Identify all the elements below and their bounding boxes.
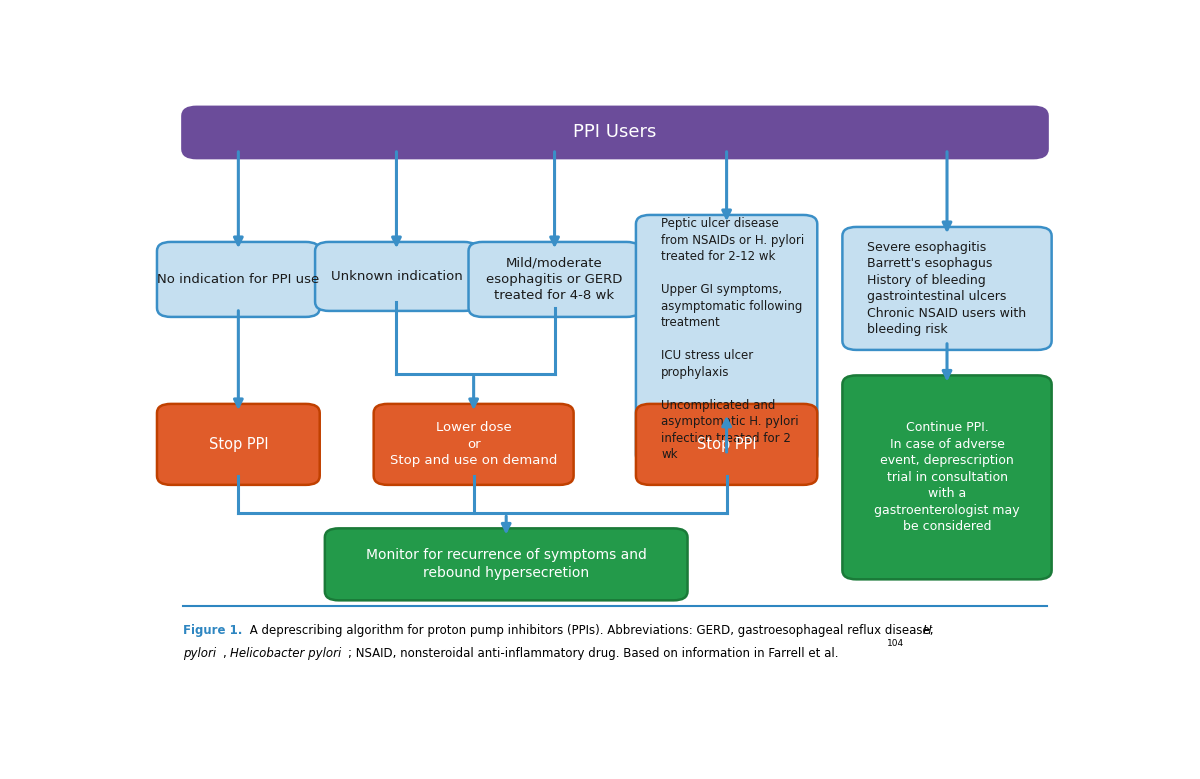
- Text: Severe esophagitis
Barrett's esophagus
History of bleeding
gastrointestinal ulce: Severe esophagitis Barrett's esophagus H…: [868, 241, 1027, 337]
- Text: Lower dose
or
Stop and use on demand: Lower dose or Stop and use on demand: [390, 421, 557, 467]
- FancyBboxPatch shape: [316, 242, 478, 311]
- Text: pylori: pylori: [182, 647, 216, 660]
- Text: H: H: [923, 624, 931, 637]
- Text: ,: ,: [223, 647, 230, 660]
- FancyBboxPatch shape: [182, 107, 1048, 158]
- FancyBboxPatch shape: [468, 242, 641, 317]
- Text: Mild/moderate
esophagitis or GERD
treated for 4-8 wk: Mild/moderate esophagitis or GERD treate…: [486, 256, 623, 302]
- Text: Stop PPI: Stop PPI: [209, 437, 268, 452]
- Text: No indication for PPI use: No indication for PPI use: [157, 273, 319, 286]
- Text: A deprescribing algorithm for proton pump inhibitors (PPIs). Abbreviations: GERD: A deprescribing algorithm for proton pum…: [246, 624, 937, 637]
- FancyBboxPatch shape: [842, 227, 1051, 350]
- Text: Unknown indication: Unknown indication: [330, 270, 462, 283]
- FancyBboxPatch shape: [157, 404, 319, 485]
- FancyBboxPatch shape: [373, 404, 574, 485]
- Text: PPI Users: PPI Users: [574, 123, 656, 142]
- Text: ; NSAID, nonsteroidal anti-inflammatory drug. Based on information in Farrell et: ; NSAID, nonsteroidal anti-inflammatory …: [348, 647, 839, 660]
- FancyBboxPatch shape: [636, 404, 817, 485]
- Text: Continue PPI.
In case of adverse
event, deprescription
trial in consultation
wit: Continue PPI. In case of adverse event, …: [874, 421, 1020, 534]
- FancyBboxPatch shape: [325, 528, 688, 601]
- FancyBboxPatch shape: [157, 242, 319, 317]
- Text: Figure 1.: Figure 1.: [182, 624, 242, 637]
- Text: 104: 104: [887, 640, 904, 648]
- FancyBboxPatch shape: [636, 215, 817, 464]
- FancyBboxPatch shape: [842, 375, 1051, 580]
- Text: Stop PPI: Stop PPI: [697, 437, 756, 452]
- Text: Peptic ulcer disease
from NSAIDs or H. pylori
treated for 2-12 wk

Upper GI symp: Peptic ulcer disease from NSAIDs or H. p…: [661, 217, 804, 461]
- Text: Monitor for recurrence of symptoms and
rebound hypersecretion: Monitor for recurrence of symptoms and r…: [366, 548, 647, 580]
- Text: Helicobacter pylori: Helicobacter pylori: [230, 647, 341, 660]
